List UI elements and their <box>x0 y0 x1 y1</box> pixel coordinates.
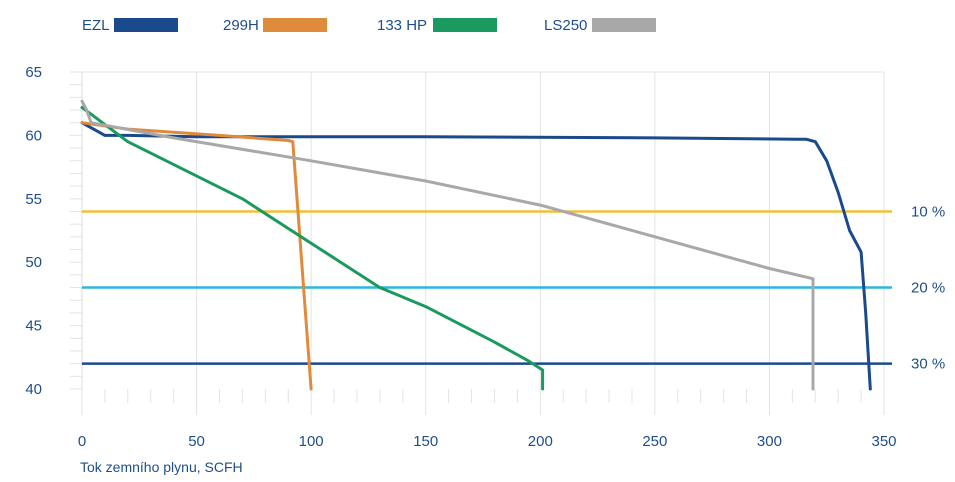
series-lines <box>80 99 872 391</box>
x-tick-label: 300 <box>757 433 782 450</box>
x-tick-label: 50 <box>188 433 205 450</box>
reference-line-label: 30 % <box>911 356 945 373</box>
legend-label: 133 HP <box>377 17 427 34</box>
y-tick-label: 60 <box>25 127 42 144</box>
reference-line-label: 20 % <box>911 280 945 297</box>
y-tick-label: 40 <box>25 381 42 398</box>
y-tick-label: 50 <box>25 254 42 271</box>
series-line <box>80 99 815 391</box>
grid <box>81 71 885 389</box>
reference-line-label: 10 % <box>911 203 945 220</box>
x-tick-label: 350 <box>871 433 896 450</box>
legend-swatch <box>592 18 656 32</box>
series-line <box>80 121 872 391</box>
axes: 0 50 100 150 200 250 300 350 40 45 50 55 60 65 <box>25 64 896 450</box>
legend-label: EZL <box>82 17 110 34</box>
legend-label: LS250 <box>544 17 587 34</box>
y-tick-label: 45 <box>25 318 42 335</box>
reference-lines: 10 % 20 % 30 % <box>82 203 945 373</box>
x-tick-label: 200 <box>528 433 553 450</box>
series-line <box>80 106 545 391</box>
x-tick-label: 100 <box>299 433 324 450</box>
minor-ticks <box>70 71 885 415</box>
y-tick-label: 55 <box>25 191 42 208</box>
y-tick-label: 65 <box>25 64 42 81</box>
legend-swatch <box>433 18 497 32</box>
x-tick-label: 0 <box>78 433 86 450</box>
legend: EZL 299H 133 HP LS250 <box>82 17 656 34</box>
x-tick-label: 150 <box>413 433 438 450</box>
legend-swatch <box>114 18 178 32</box>
x-axis-label: Tok zemního plynu, SCFH <box>80 459 243 475</box>
legend-swatch <box>263 18 327 32</box>
x-tick-label: 250 <box>642 433 667 450</box>
legend-label: 299H <box>223 17 259 34</box>
